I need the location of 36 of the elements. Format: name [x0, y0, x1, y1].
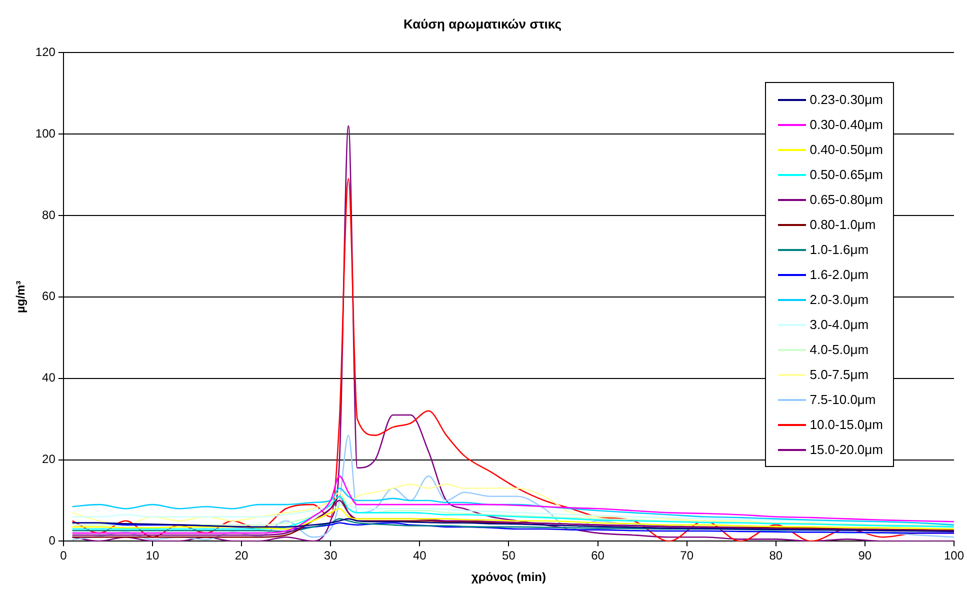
y-tick-label: 80	[42, 208, 56, 222]
legend-label: 0.65-0.80μm	[810, 192, 883, 207]
x-tick-label: 20	[234, 548, 249, 563]
x-tick-label: 0	[60, 548, 68, 563]
legend-label: 4.0-5.0μm	[810, 342, 869, 357]
legend-label: 5.0-7.5μm	[810, 367, 869, 382]
x-tick-label: 70	[680, 548, 694, 563]
x-tick-label: 50	[502, 548, 516, 563]
x-tick-label: 90	[858, 548, 872, 563]
x-tick-label: 10	[146, 548, 160, 563]
chart-title: Καύση αρωματικών στικς	[404, 16, 562, 32]
legend-label: 0.50-0.65μm	[810, 167, 883, 182]
legend-label: 3.0-4.0μm	[810, 317, 869, 332]
legend-label: 1.6-2.0μm	[810, 267, 869, 282]
legend-label: 0.40-0.50μm	[810, 142, 883, 157]
legend-label: 0.23-0.30μm	[810, 92, 883, 107]
legend-label: 10.0-15.0μm	[810, 417, 883, 432]
x-tick-label: 40	[412, 548, 427, 563]
y-tick-label: 0	[48, 534, 56, 548]
x-tick-label: 60	[591, 548, 605, 563]
x-tick-label: 100	[944, 548, 964, 563]
legend-label: 0.30-0.40μm	[810, 117, 883, 132]
y-tick-label: 60	[42, 289, 56, 304]
y-tick-label: 40	[42, 370, 56, 385]
legend-label: 0.80-1.0μm	[810, 217, 876, 232]
x-tick-label: 30	[324, 548, 338, 563]
legend-label: 1.0-1.6μm	[810, 242, 869, 257]
x-axis-title: χρόνος (min)	[471, 570, 546, 584]
x-tick-label: 80	[769, 548, 783, 563]
y-axis-title: µg/m³	[14, 280, 28, 314]
y-tick-label: 20	[42, 452, 56, 466]
legend-label: 15.0-20.0μm	[810, 442, 883, 457]
legend-label: 2.0-3.0μm	[810, 292, 869, 307]
y-tick-label: 120	[35, 44, 56, 59]
legend-label: 7.5-10.0μm	[810, 392, 876, 407]
y-tick-label: 100	[35, 126, 56, 140]
